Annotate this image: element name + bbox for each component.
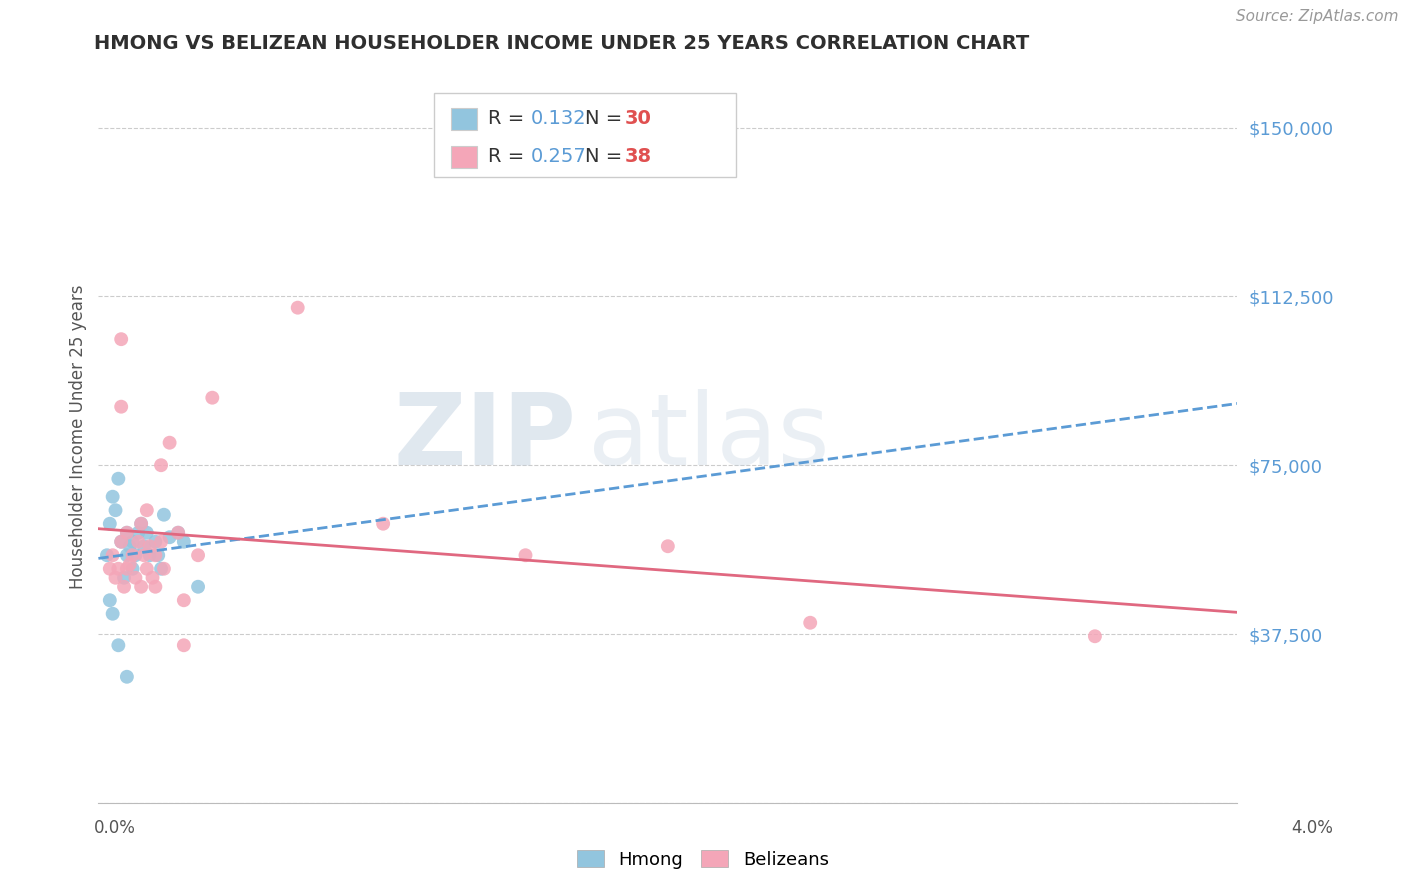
Point	[104, 571, 127, 585]
Point	[159, 530, 181, 544]
Y-axis label: Householder Income Under 25 years: Householder Income Under 25 years	[69, 285, 87, 590]
Point	[129, 580, 152, 594]
Point	[141, 571, 163, 585]
Point	[107, 472, 129, 486]
Point	[129, 516, 152, 531]
Point	[115, 525, 138, 540]
Point	[115, 670, 138, 684]
Point	[110, 534, 132, 549]
Point	[127, 525, 149, 540]
Text: N =: N =	[585, 147, 628, 167]
Point	[132, 539, 155, 553]
Point	[173, 638, 195, 652]
FancyBboxPatch shape	[451, 146, 477, 168]
Point	[115, 525, 138, 540]
Text: 4.0%: 4.0%	[1291, 819, 1333, 837]
Point	[115, 548, 138, 562]
Point	[104, 503, 127, 517]
Point	[187, 580, 209, 594]
Point	[127, 534, 149, 549]
Point	[129, 516, 152, 531]
Legend: Hmong, Belizeans: Hmong, Belizeans	[569, 843, 837, 876]
Point	[107, 638, 129, 652]
Point	[110, 534, 132, 549]
Point	[121, 548, 143, 562]
Point	[138, 539, 160, 553]
Text: R =: R =	[488, 147, 530, 167]
Point	[1084, 629, 1107, 643]
Point	[101, 490, 124, 504]
Point	[153, 508, 176, 522]
Point	[115, 562, 138, 576]
Point	[124, 548, 146, 562]
Point	[159, 435, 181, 450]
Point	[145, 580, 167, 594]
Text: Source: ZipAtlas.com: Source: ZipAtlas.com	[1236, 9, 1399, 24]
Point	[657, 539, 679, 553]
FancyBboxPatch shape	[434, 94, 737, 178]
Text: 0.132: 0.132	[531, 110, 586, 128]
Point	[515, 548, 537, 562]
Point	[118, 539, 141, 553]
Text: atlas: atlas	[588, 389, 830, 485]
Point	[112, 571, 135, 585]
Point	[371, 516, 394, 531]
Text: R =: R =	[488, 110, 530, 128]
Text: N =: N =	[585, 110, 628, 128]
Point	[112, 580, 135, 594]
Point	[287, 301, 309, 315]
Text: HMONG VS BELIZEAN HOUSEHOLDER INCOME UNDER 25 YEARS CORRELATION CHART: HMONG VS BELIZEAN HOUSEHOLDER INCOME UND…	[94, 34, 1029, 53]
Point	[173, 593, 195, 607]
Text: 0.0%: 0.0%	[94, 819, 136, 837]
Point	[145, 548, 167, 562]
Point	[187, 548, 209, 562]
Point	[148, 548, 170, 562]
Point	[107, 562, 129, 576]
Text: 30: 30	[624, 110, 651, 128]
Point	[135, 525, 157, 540]
Point	[98, 516, 121, 531]
Point	[124, 571, 146, 585]
Point	[150, 534, 173, 549]
Point	[101, 548, 124, 562]
Point	[98, 593, 121, 607]
Point	[138, 548, 160, 562]
Point	[101, 607, 124, 621]
Point	[201, 391, 224, 405]
Point	[135, 503, 157, 517]
Point	[150, 458, 173, 473]
Point	[121, 562, 143, 576]
Point	[132, 548, 155, 562]
Point	[150, 562, 173, 576]
Point	[118, 558, 141, 572]
Point	[98, 562, 121, 576]
Text: ZIP: ZIP	[394, 389, 576, 485]
Point	[153, 562, 176, 576]
Text: 38: 38	[624, 147, 652, 167]
Point	[173, 534, 195, 549]
FancyBboxPatch shape	[451, 108, 477, 130]
Point	[135, 562, 157, 576]
Point	[145, 534, 167, 549]
Point	[110, 400, 132, 414]
Text: 0.257: 0.257	[531, 147, 586, 167]
Point	[110, 332, 132, 346]
Point	[799, 615, 821, 630]
Point	[167, 525, 190, 540]
Point	[167, 525, 190, 540]
Point	[121, 534, 143, 549]
Point	[96, 548, 118, 562]
